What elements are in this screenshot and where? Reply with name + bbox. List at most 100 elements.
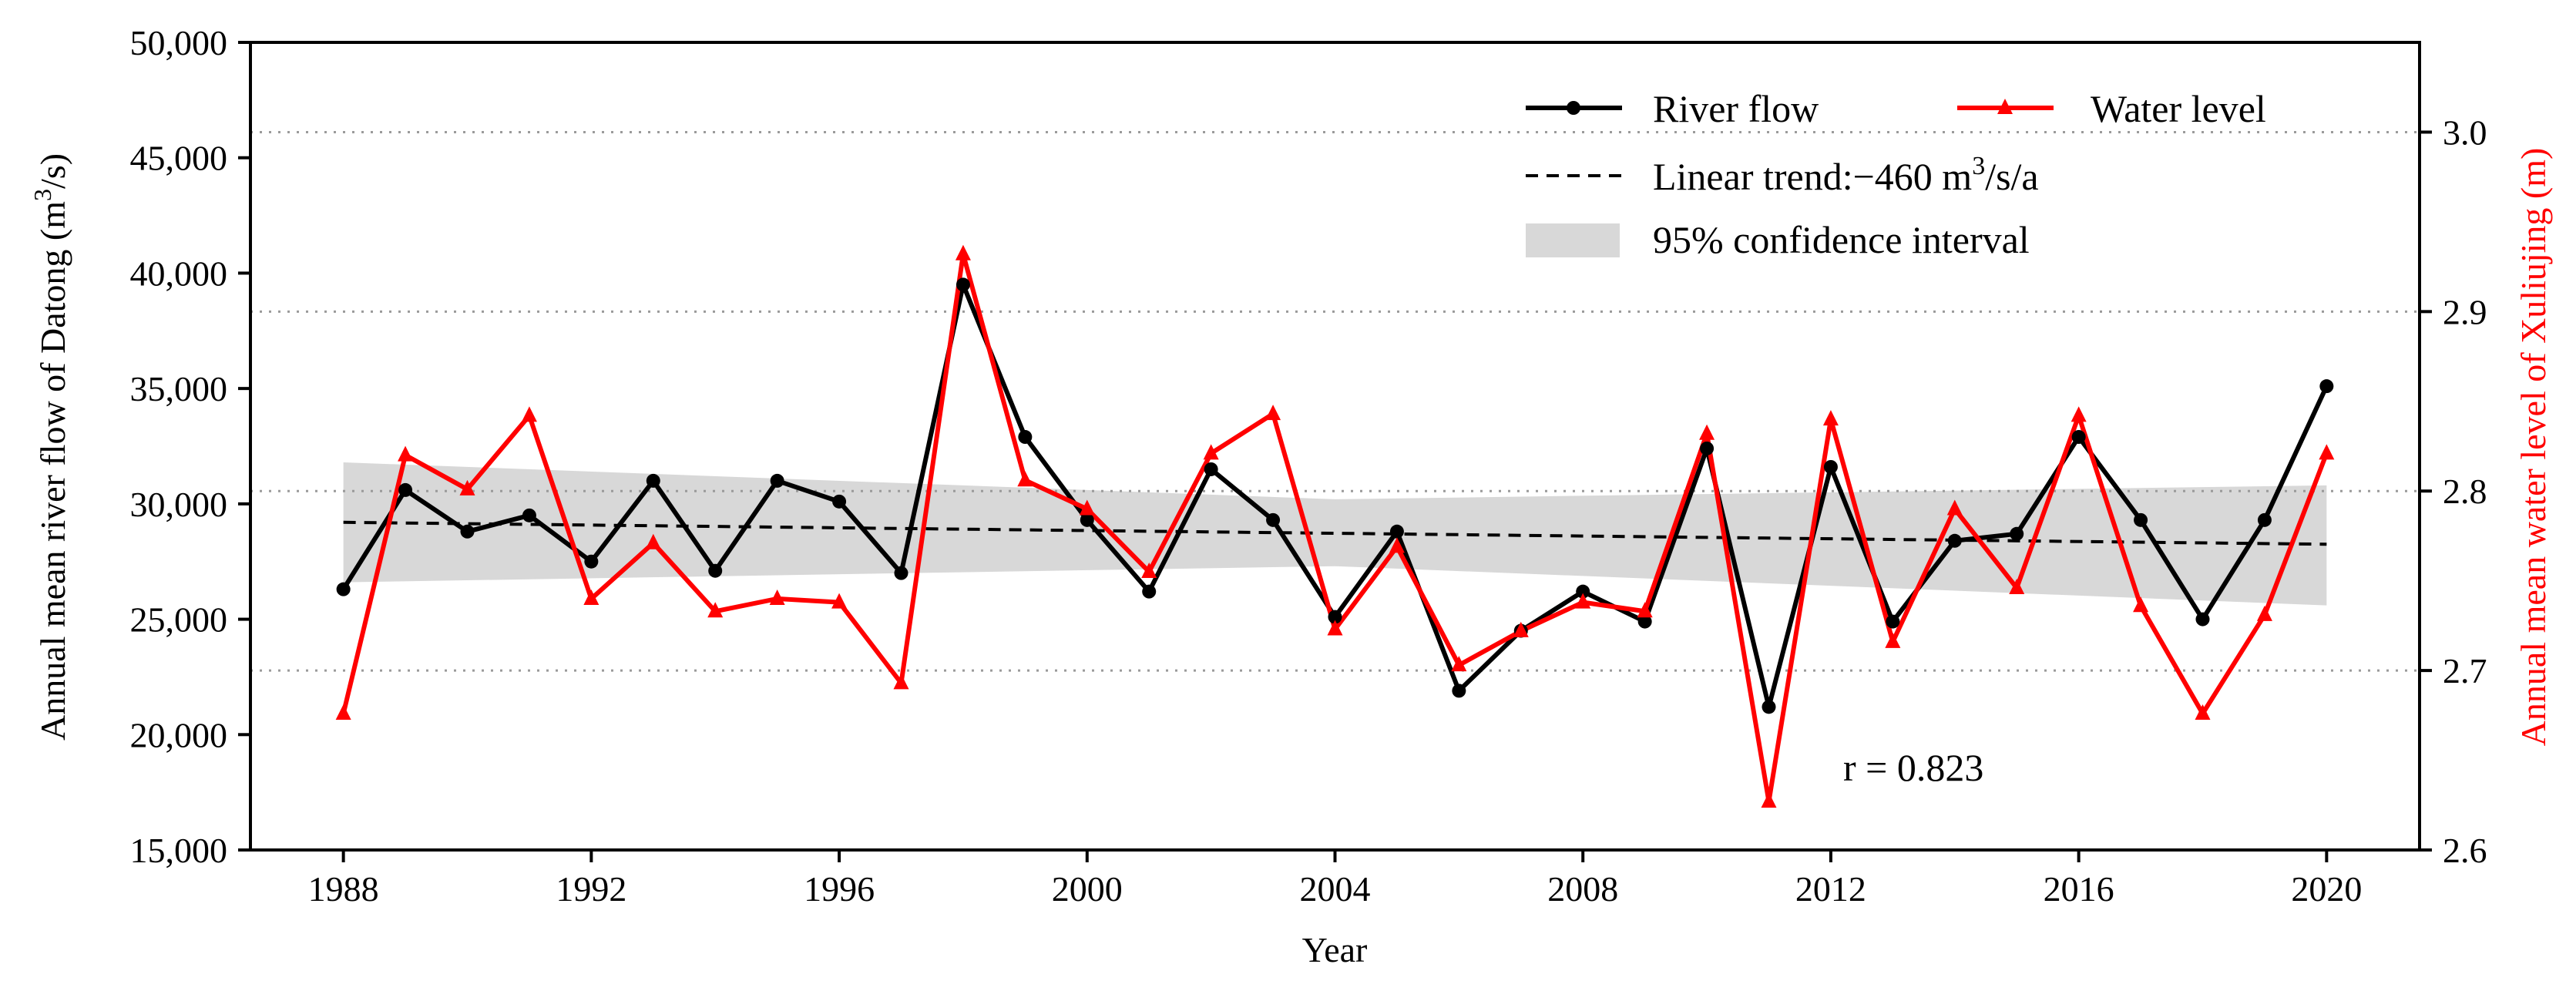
y-right-tick-label: 2.7: [2443, 651, 2487, 690]
water-level-point: [1761, 792, 1777, 808]
legend-water-level-marker: [1997, 99, 2013, 114]
river-flow-point: [1947, 533, 1962, 548]
y-left-tick-label: 25,000: [130, 600, 228, 640]
river-flow-point: [832, 494, 847, 509]
y-left-tick-label: 35,000: [130, 369, 228, 408]
water-level-point: [398, 445, 414, 462]
legend: River flow Water level Linear trend:−460…: [1526, 87, 2266, 261]
water-level-point: [1822, 410, 1839, 426]
water-level-point: [459, 479, 475, 496]
y-left-tick-label: 40,000: [130, 254, 228, 293]
river-flow-points: [336, 277, 2334, 714]
x-tick-label: 2000: [1052, 869, 1123, 909]
river-flow-point: [460, 524, 475, 539]
river-flow-point: [1886, 614, 1900, 629]
trend-line: [343, 520, 2327, 546]
river-flow-point: [2071, 430, 2086, 445]
river-flow-point: [1823, 459, 1838, 474]
water-level-point: [1141, 563, 1157, 579]
river-flow-point: [708, 563, 723, 578]
water-level-point: [1389, 537, 1405, 553]
y-left-tick-label: 15,000: [130, 831, 228, 870]
plot-frame: [249, 41, 2421, 852]
water-level-point: [831, 593, 848, 609]
river-flow-point: [2257, 512, 2272, 527]
water-level-point: [1637, 602, 1653, 618]
y-left-tick-label: 50,000: [130, 23, 228, 62]
x-axis-ticks: 1988 1992 1996 2000 2004 2008 2012 2016 2020: [308, 850, 2362, 909]
water-level-point: [1079, 499, 1095, 516]
water-level-point: [583, 589, 599, 605]
x-tick-label: 2016: [2044, 869, 2114, 909]
water-level-point: [707, 602, 724, 618]
y-left-tick-label: 45,000: [130, 139, 228, 178]
river-flow-point: [2134, 512, 2148, 527]
river-flow-point: [2195, 612, 2210, 627]
x-axis-title: Year: [1302, 930, 1368, 969]
water-level-point: [1575, 593, 1591, 609]
gridlines: [250, 130, 2420, 672]
river-flow-point: [894, 566, 908, 580]
river-flow-point: [336, 582, 351, 596]
correlation-annotation: r = 0.823: [1843, 746, 1983, 789]
legend-trend-label: Linear trend:−460 m3/s/a: [1653, 152, 2039, 198]
water-level-point: [2071, 406, 2087, 422]
y-right-tick-label: 2.8: [2443, 472, 2487, 511]
river-flow-point: [1576, 584, 1590, 599]
y-right-tick-label: 2.9: [2443, 292, 2487, 331]
y-axis-left-ticks: 15,000 20,000 25,000 30,000 35,000 40,000 45,0…: [130, 23, 250, 870]
water-level-point: [893, 674, 909, 690]
legend-water-level-label: Water level: [2091, 87, 2266, 130]
water-level-point: [335, 704, 351, 721]
x-tick-label: 1996: [804, 869, 875, 909]
water-level-point: [1513, 621, 1529, 637]
river-flow-point: [584, 554, 599, 569]
y-left-tick-label: 30,000: [130, 485, 228, 524]
river-flow-point: [646, 473, 660, 488]
river-flow-point: [2010, 526, 2024, 541]
plot-area: [250, 130, 2420, 808]
water-level-point: [1265, 405, 1281, 421]
x-tick-label: 2020: [2291, 869, 2362, 909]
river-flow-point: [2319, 379, 2334, 394]
water-level-point: [1946, 499, 1963, 516]
legend-trend-suffix: /s/a: [1985, 155, 2038, 198]
river-flow-point: [1266, 512, 1281, 527]
legend-trend-sup: 3: [1972, 152, 1985, 180]
river-flow-point: [770, 473, 784, 488]
water-level-point: [645, 533, 661, 549]
y-axis-right-title: Annual mean water level of Xuliujing (m): [2514, 148, 2553, 747]
legend-river-flow-marker: [1567, 101, 1580, 115]
y-left-title-prefix: Annual mean river flow of Datong (m: [33, 201, 72, 741]
y-left-title-sup: 3: [29, 189, 56, 201]
water-level-point: [1451, 656, 1467, 672]
water-level-point: [2256, 605, 2272, 621]
water-level-point: [1017, 471, 1033, 487]
water-level-point: [521, 406, 537, 422]
x-tick-label: 1988: [308, 869, 379, 909]
river-flow-point: [522, 508, 536, 522]
x-tick-label: 2008: [1547, 869, 1618, 909]
water-level-point: [769, 589, 785, 605]
confidence-band: [343, 462, 2327, 606]
x-tick-label: 2012: [1795, 869, 1866, 909]
y-axis-right-ticks: 2.6 2.7 2.8 2.9 3.0: [2420, 113, 2487, 870]
water-level-point: [2195, 704, 2211, 721]
water-level-point: [1699, 424, 1715, 440]
river-flow-point: [398, 482, 413, 497]
x-tick-label: 1992: [556, 869, 626, 909]
river-flow-point: [1762, 700, 1776, 714]
legend-ci-label: 95% confidence interval: [1653, 218, 2030, 261]
x-tick-label: 2004: [1300, 869, 1371, 909]
legend-ci-swatch: [1526, 223, 1620, 257]
river-flow-point: [1080, 512, 1094, 527]
river-flow-point: [956, 277, 970, 292]
y-right-tick-label: 3.0: [2443, 113, 2487, 152]
y-left-tick-label: 20,000: [130, 715, 228, 754]
legend-trend-prefix: Linear trend:−460 m: [1653, 155, 1972, 198]
river-flow-point: [1389, 524, 1404, 539]
river-flow-point: [1328, 610, 1342, 624]
water-level-point: [1327, 620, 1343, 636]
water-level-point: [1885, 632, 1901, 648]
river-flow-point: [1018, 430, 1033, 445]
